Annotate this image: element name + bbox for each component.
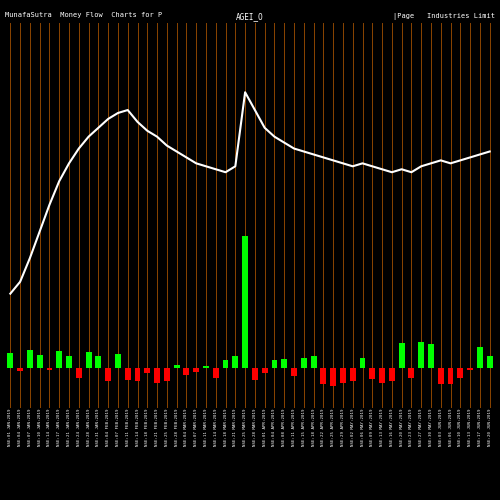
Bar [194, 368, 199, 372]
Bar [467, 368, 473, 370]
Bar [46, 368, 52, 370]
Bar [174, 366, 180, 368]
Bar [242, 236, 248, 368]
Text: MunafaSutra  Money Flow  Charts for P: MunafaSutra Money Flow Charts for P [5, 12, 162, 18]
Bar [486, 356, 492, 368]
Bar [310, 356, 316, 368]
Bar [370, 368, 375, 378]
Bar [330, 368, 336, 386]
Bar [203, 366, 209, 368]
Bar [301, 358, 306, 368]
Bar [144, 368, 150, 373]
Bar [458, 368, 464, 378]
Bar [105, 368, 111, 381]
Bar [213, 368, 218, 378]
Bar [252, 368, 258, 380]
Bar [350, 368, 356, 380]
Bar [282, 359, 287, 368]
Bar [36, 355, 43, 368]
Bar [184, 368, 190, 374]
Bar [438, 368, 444, 384]
Bar [272, 360, 278, 368]
Bar [389, 368, 395, 381]
Bar [56, 351, 62, 368]
Bar [448, 368, 454, 384]
Text: AGEI_O: AGEI_O [236, 12, 264, 22]
Bar [115, 354, 121, 368]
Bar [408, 368, 414, 378]
Bar [154, 368, 160, 383]
Bar [379, 368, 385, 383]
Bar [66, 356, 72, 368]
Bar [360, 358, 366, 368]
Bar [86, 352, 91, 368]
Bar [96, 356, 102, 368]
Text: |Page   Industries Limit: |Page Industries Limit [393, 12, 495, 20]
Bar [76, 368, 82, 378]
Bar [398, 344, 404, 368]
Bar [320, 368, 326, 384]
Bar [17, 368, 23, 372]
Bar [164, 368, 170, 381]
Bar [291, 368, 297, 376]
Bar [340, 368, 346, 383]
Bar [8, 353, 14, 368]
Bar [222, 360, 228, 368]
Bar [27, 350, 33, 368]
Bar [428, 344, 434, 368]
Bar [262, 368, 268, 373]
Bar [232, 356, 238, 368]
Bar [125, 368, 130, 380]
Bar [134, 368, 140, 381]
Bar [477, 346, 483, 368]
Bar [418, 342, 424, 368]
